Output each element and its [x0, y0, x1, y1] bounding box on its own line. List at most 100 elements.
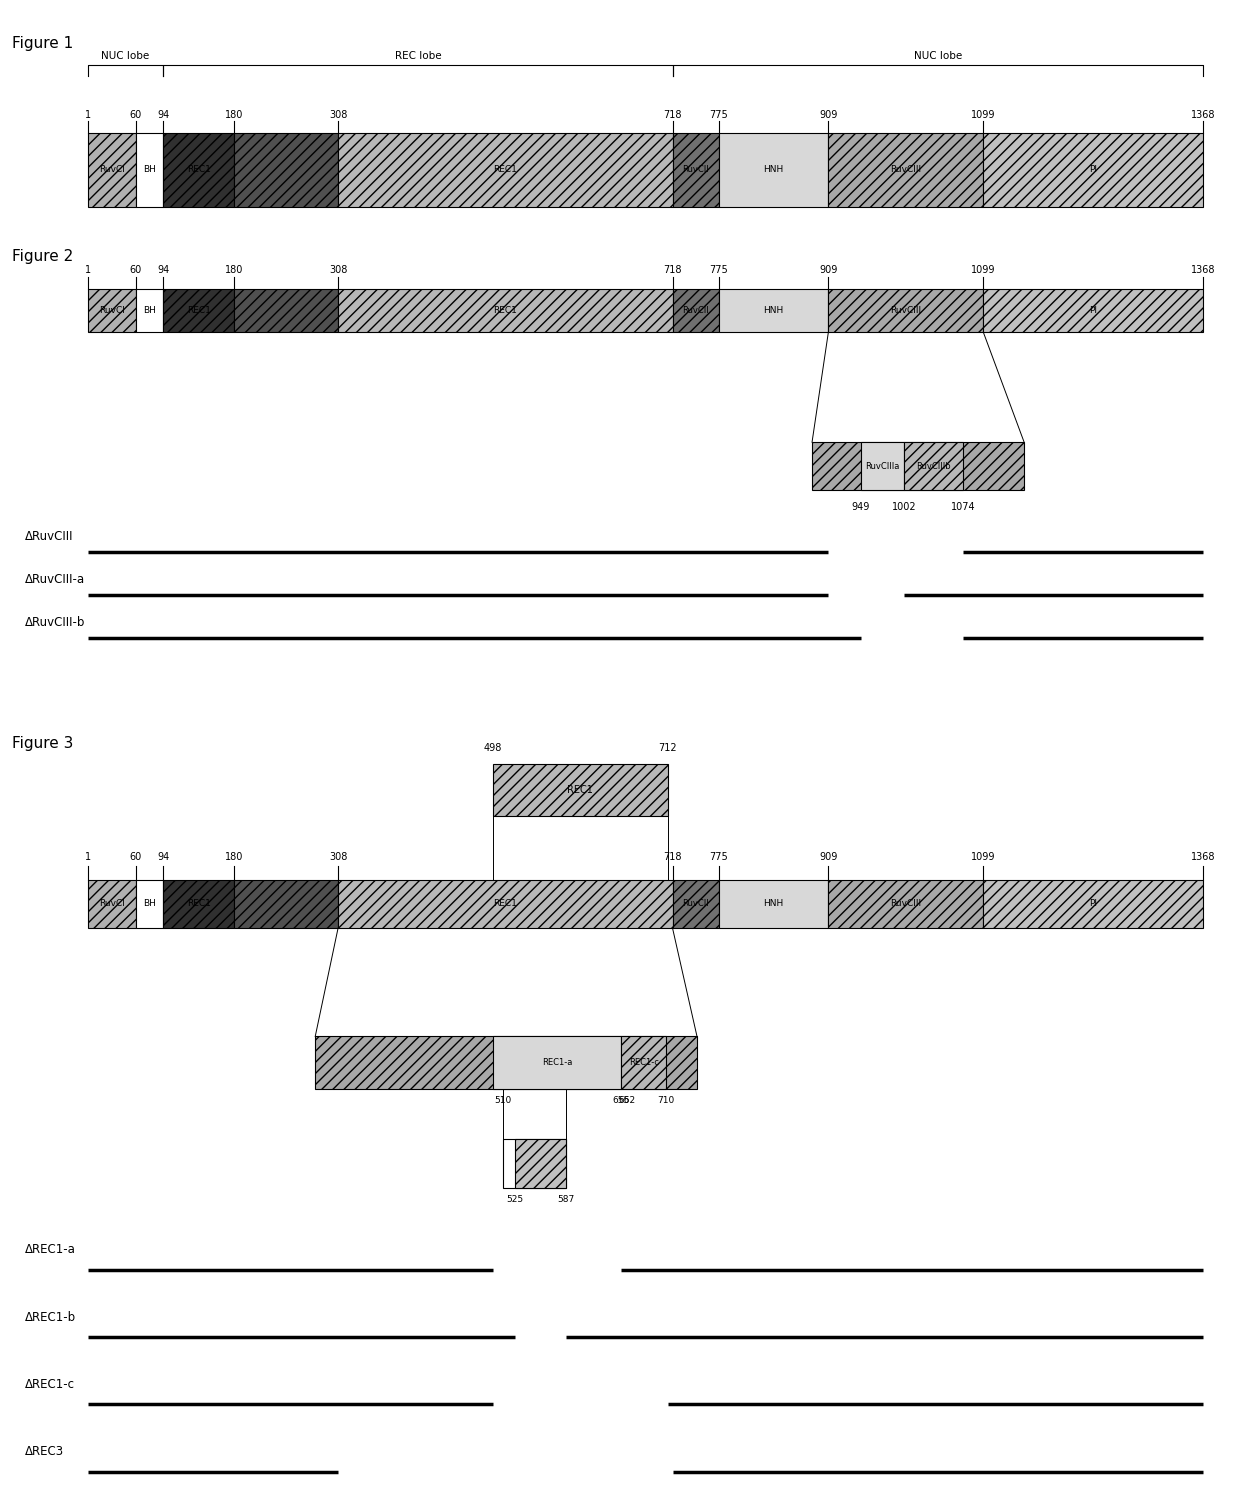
- Text: 909: 909: [820, 853, 837, 862]
- Bar: [672, 290, 719, 332]
- Text: REC1: REC1: [568, 784, 593, 795]
- Text: 94: 94: [157, 853, 170, 862]
- Bar: [88, 133, 135, 206]
- Text: REC1: REC1: [187, 166, 211, 175]
- Bar: [719, 880, 828, 928]
- Text: NUC lobe: NUC lobe: [102, 51, 150, 61]
- Text: 510: 510: [495, 1097, 511, 1106]
- Text: RuvCIII: RuvCIII: [890, 306, 921, 315]
- Text: 718: 718: [663, 264, 682, 275]
- Text: ΔREC1-b: ΔREC1-b: [25, 1310, 76, 1324]
- Bar: [672, 880, 719, 928]
- Text: REC1: REC1: [187, 306, 211, 315]
- Bar: [233, 880, 339, 928]
- Text: REC1-c: REC1-c: [629, 1058, 658, 1067]
- Text: 1099: 1099: [971, 111, 996, 120]
- Text: PI: PI: [1089, 899, 1097, 908]
- Text: 909: 909: [820, 264, 837, 275]
- Text: 1002: 1002: [892, 502, 916, 512]
- Text: HNH: HNH: [764, 166, 784, 175]
- Text: 60: 60: [130, 853, 141, 862]
- Bar: [233, 290, 339, 332]
- Text: HNH: HNH: [764, 899, 784, 908]
- Text: REC1: REC1: [494, 166, 517, 175]
- Text: REC lobe: REC lobe: [394, 51, 441, 61]
- Bar: [828, 290, 983, 332]
- Text: 1368: 1368: [1190, 264, 1215, 275]
- Text: 1: 1: [84, 853, 91, 862]
- Text: RuvCII: RuvCII: [682, 306, 709, 315]
- Text: 1: 1: [84, 111, 91, 120]
- Text: BH: BH: [143, 306, 156, 315]
- Text: RuvCI: RuvCI: [99, 899, 124, 908]
- Text: 60: 60: [130, 111, 141, 120]
- Bar: [828, 133, 983, 206]
- Bar: [983, 290, 1203, 332]
- Bar: [672, 133, 719, 206]
- Text: HNH: HNH: [764, 306, 784, 315]
- Text: 94: 94: [157, 264, 170, 275]
- Bar: [515, 1138, 565, 1188]
- Bar: [135, 290, 164, 332]
- Text: Figure 2: Figure 2: [12, 248, 73, 263]
- Bar: [88, 880, 135, 928]
- Text: 909: 909: [820, 111, 837, 120]
- Text: REC1: REC1: [494, 306, 517, 315]
- Text: 710: 710: [657, 1097, 675, 1106]
- Bar: [88, 290, 135, 332]
- Text: 1: 1: [84, 264, 91, 275]
- Text: REC1-a: REC1-a: [542, 1058, 573, 1067]
- Text: RuvCII: RuvCII: [682, 899, 709, 908]
- Bar: [164, 880, 233, 928]
- Bar: [719, 290, 828, 332]
- Text: RuvCI: RuvCI: [99, 306, 124, 315]
- Text: ΔRuvCIII-b: ΔRuvCIII-b: [25, 616, 86, 629]
- Text: 775: 775: [709, 264, 728, 275]
- Text: 498: 498: [484, 743, 502, 753]
- Bar: [494, 1037, 621, 1089]
- Text: 775: 775: [709, 853, 728, 862]
- Text: RuvCIIIb: RuvCIIIb: [916, 462, 951, 471]
- Text: RuvCIII: RuvCIII: [890, 166, 921, 175]
- Text: 180: 180: [224, 111, 243, 120]
- Text: NUC lobe: NUC lobe: [914, 51, 962, 61]
- Text: RuvCII: RuvCII: [682, 166, 709, 175]
- Text: 308: 308: [329, 111, 347, 120]
- Bar: [164, 133, 233, 206]
- Text: 60: 60: [130, 264, 141, 275]
- Text: 1099: 1099: [971, 853, 996, 862]
- Bar: [861, 442, 904, 490]
- Text: PI: PI: [1089, 306, 1097, 315]
- Text: RuvCI: RuvCI: [99, 166, 124, 175]
- Text: 587: 587: [557, 1195, 574, 1204]
- Text: ΔREC3: ΔREC3: [25, 1445, 64, 1458]
- Text: BH: BH: [143, 899, 156, 908]
- Text: 1099: 1099: [971, 264, 996, 275]
- Bar: [983, 880, 1203, 928]
- Text: REC1: REC1: [494, 899, 517, 908]
- Text: REC1: REC1: [187, 899, 211, 908]
- Text: 712: 712: [658, 743, 677, 753]
- Text: PI: PI: [1089, 166, 1097, 175]
- Text: 1368: 1368: [1190, 111, 1215, 120]
- Text: Figure 1: Figure 1: [12, 36, 73, 51]
- Text: Figure 3: Figure 3: [12, 735, 73, 751]
- Bar: [339, 133, 672, 206]
- Text: 775: 775: [709, 111, 728, 120]
- Bar: [315, 1037, 697, 1089]
- Text: ΔRuvCIII-a: ΔRuvCIII-a: [25, 572, 84, 586]
- Text: 525: 525: [506, 1195, 523, 1204]
- Text: 308: 308: [329, 264, 347, 275]
- Text: 718: 718: [663, 111, 682, 120]
- Bar: [812, 442, 1024, 490]
- Text: RuvCIII: RuvCIII: [890, 899, 921, 908]
- Text: 308: 308: [329, 853, 347, 862]
- Bar: [828, 880, 983, 928]
- Text: 1074: 1074: [951, 502, 976, 512]
- Text: 1368: 1368: [1190, 853, 1215, 862]
- Bar: [621, 1037, 666, 1089]
- Bar: [135, 133, 164, 206]
- Text: ΔREC1-a: ΔREC1-a: [25, 1243, 76, 1256]
- Bar: [135, 880, 164, 928]
- Text: RuvCIIIa: RuvCIIIa: [866, 462, 900, 471]
